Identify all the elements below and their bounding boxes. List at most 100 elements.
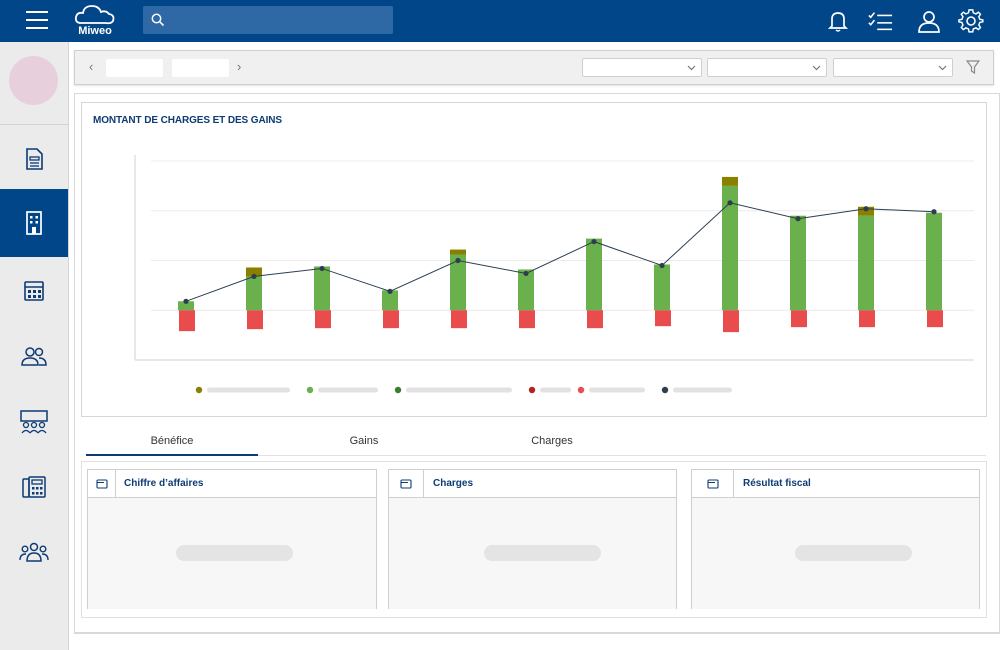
- bar-negative: [451, 310, 467, 329]
- panel-body: [692, 498, 979, 609]
- panel-title: Charges: [433, 478, 474, 489]
- bar: [858, 215, 874, 311]
- search-icon: [151, 13, 165, 27]
- bar: [382, 290, 398, 311]
- office-phone-icon: [22, 476, 46, 498]
- bar-negative: [587, 310, 603, 329]
- line-point: [931, 209, 937, 215]
- filter-toolbar: ‹ ›: [74, 50, 994, 85]
- bar: [246, 276, 262, 311]
- sidebar: [0, 42, 69, 650]
- legend-label-placeholder: [207, 387, 290, 393]
- bar-negative: [179, 310, 195, 332]
- period-start-field[interactable]: [106, 59, 163, 77]
- line-point: [795, 216, 801, 222]
- panel-resultat-fiscal: Résultat fiscal: [691, 469, 980, 609]
- bar-negative: [655, 310, 671, 327]
- bar-negative: [927, 310, 943, 328]
- calculator-icon: [24, 281, 44, 301]
- period-end-field[interactable]: [172, 59, 229, 77]
- filter-dropdown-3[interactable]: [833, 58, 953, 77]
- line-point: [591, 238, 597, 245]
- wallet-icon[interactable]: [88, 470, 116, 498]
- tab-content: [81, 461, 987, 618]
- bar-negative: [247, 310, 263, 330]
- app-logo[interactable]: Miweo: [73, 3, 117, 39]
- chevron-down-icon: [687, 65, 696, 71]
- bar: [178, 301, 194, 311]
- bar: [450, 249, 466, 255]
- loading-placeholder: [484, 545, 601, 561]
- chevron-right-icon[interactable]: ›: [237, 59, 242, 74]
- document-icon: [26, 148, 43, 170]
- legend-label-placeholder: [589, 387, 645, 393]
- bar: [654, 264, 670, 311]
- loading-placeholder: [795, 545, 912, 561]
- panel-body: [389, 498, 676, 609]
- bar: [246, 267, 262, 277]
- checklist-icon[interactable]: [867, 8, 893, 34]
- bar: [586, 238, 602, 311]
- panel-title: Chiffre d’affaires: [124, 478, 204, 489]
- chevron-left-icon[interactable]: ‹: [89, 59, 94, 74]
- app-name: Miweo: [78, 25, 112, 37]
- line-point: [659, 262, 665, 269]
- bar-negative: [519, 310, 535, 329]
- tab-bar: Bénéfice Gains Charges: [86, 430, 986, 456]
- panel-header: Chiffre d’affaires: [88, 470, 376, 498]
- bar: [790, 215, 806, 311]
- filter-dropdown-1[interactable]: [582, 58, 702, 77]
- sidebar-item-company[interactable]: [0, 189, 68, 257]
- line-point: [863, 206, 869, 212]
- bar: [926, 212, 942, 311]
- legend-label-placeholder: [318, 387, 378, 393]
- sidebar-item-documents[interactable]: [0, 126, 68, 192]
- bar: [722, 185, 738, 311]
- bell-icon[interactable]: [825, 8, 851, 34]
- legend-marker: [394, 386, 402, 394]
- sidebar-item-office[interactable]: [0, 454, 68, 520]
- building-icon: [26, 211, 42, 235]
- menu-icon[interactable]: [26, 11, 48, 29]
- filter-icon[interactable]: [966, 60, 980, 74]
- chart-title: MONTANT DE CHARGES ET DES GAINS: [93, 115, 282, 126]
- sidebar-item-groups[interactable]: [0, 519, 68, 585]
- tab-gains[interactable]: Gains: [349, 435, 379, 447]
- filter-dropdown-2[interactable]: [707, 58, 827, 77]
- legend-marker: [577, 386, 585, 394]
- sidebar-item-teams[interactable]: [0, 389, 68, 455]
- line-point: [455, 257, 461, 264]
- sidebar-divider: [0, 124, 68, 125]
- charges-gains-chart: [134, 155, 974, 394]
- wallet-icon[interactable]: [389, 470, 424, 498]
- panel-header: Charges: [389, 470, 676, 498]
- bar: [518, 269, 534, 311]
- panel-body: [88, 498, 376, 609]
- panel-header: Résultat fiscal: [692, 470, 979, 498]
- avatar[interactable]: [9, 56, 58, 105]
- team-grid-icon: [20, 410, 48, 434]
- legend-label-placeholder: [673, 387, 732, 393]
- panel-chiffre-affaires: Chiffre d’affaires: [87, 469, 377, 609]
- bar-negative: [315, 310, 331, 329]
- legend-marker: [306, 386, 314, 394]
- bar-negative: [383, 310, 399, 329]
- panel-title: Résultat fiscal: [743, 478, 811, 489]
- top-bar: Miweo: [0, 0, 1000, 42]
- line-point: [523, 270, 529, 277]
- tab-charges[interactable]: Charges: [531, 435, 573, 447]
- line-point: [727, 200, 733, 206]
- gear-icon[interactable]: [958, 8, 984, 34]
- user-icon[interactable]: [916, 8, 942, 34]
- line-series: [185, 202, 935, 302]
- bar: [314, 266, 330, 311]
- legend-label-placeholder: [540, 387, 571, 393]
- bar-negative: [791, 310, 807, 328]
- wallet-icon[interactable]: [692, 470, 734, 498]
- footer-divider: [74, 633, 1000, 634]
- search-input[interactable]: [143, 6, 393, 34]
- tab-benefice[interactable]: Bénéfice: [86, 430, 258, 456]
- sidebar-item-accounting[interactable]: [0, 258, 68, 324]
- sidebar-item-contacts[interactable]: [0, 323, 68, 389]
- legend-marker: [528, 386, 536, 394]
